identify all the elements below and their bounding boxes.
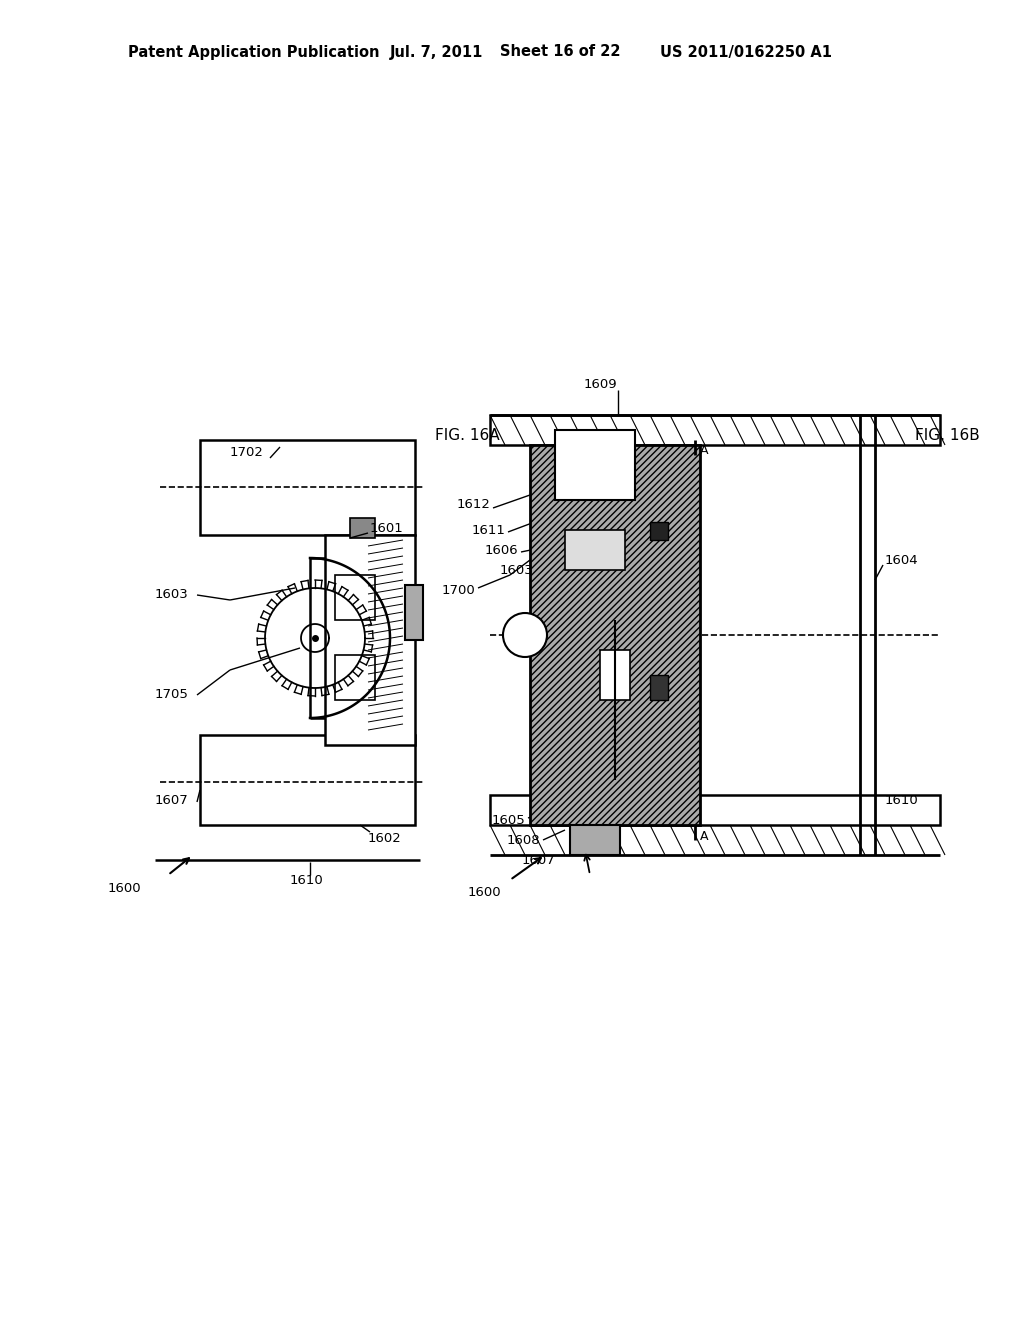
Text: 1603: 1603 bbox=[500, 564, 534, 577]
Text: 1702: 1702 bbox=[230, 446, 264, 458]
Text: 1603: 1603 bbox=[155, 589, 188, 602]
Bar bbox=[600, 649, 630, 700]
Text: 1705: 1705 bbox=[155, 689, 188, 701]
Bar bbox=[200, 440, 415, 535]
Bar bbox=[530, 445, 700, 825]
Text: 1604: 1604 bbox=[885, 553, 919, 566]
Bar bbox=[350, 517, 375, 539]
Text: 1610: 1610 bbox=[885, 793, 919, 807]
Text: 1600: 1600 bbox=[108, 882, 141, 895]
Bar bbox=[570, 825, 620, 855]
Text: 1607: 1607 bbox=[521, 854, 555, 866]
Text: Patent Application Publication: Patent Application Publication bbox=[128, 45, 380, 59]
Text: Sheet 16 of 22: Sheet 16 of 22 bbox=[500, 45, 621, 59]
Bar bbox=[325, 535, 415, 744]
Text: A: A bbox=[700, 829, 709, 842]
Bar bbox=[335, 576, 375, 620]
Text: 1606: 1606 bbox=[484, 544, 518, 557]
Bar bbox=[200, 735, 415, 825]
Text: 1600: 1600 bbox=[468, 887, 502, 899]
Bar bbox=[555, 430, 635, 500]
Text: FIG. 16B: FIG. 16B bbox=[915, 428, 980, 442]
Text: 1610: 1610 bbox=[290, 874, 324, 887]
Text: 1605: 1605 bbox=[492, 813, 525, 826]
Text: 1607: 1607 bbox=[155, 793, 188, 807]
Bar bbox=[335, 655, 375, 700]
Text: 1601: 1601 bbox=[370, 521, 403, 535]
Text: US 2011/0162250 A1: US 2011/0162250 A1 bbox=[660, 45, 831, 59]
Bar bbox=[406, 585, 423, 640]
Text: 1608: 1608 bbox=[507, 833, 540, 846]
Circle shape bbox=[503, 612, 547, 657]
Bar bbox=[650, 675, 668, 700]
Text: 1612: 1612 bbox=[456, 499, 490, 511]
Bar bbox=[406, 585, 423, 640]
Text: 1611: 1611 bbox=[471, 524, 505, 536]
Bar bbox=[650, 521, 668, 540]
Text: A: A bbox=[700, 444, 709, 457]
Bar bbox=[565, 531, 625, 570]
Text: Jul. 7, 2011: Jul. 7, 2011 bbox=[390, 45, 483, 59]
Text: 1609: 1609 bbox=[584, 379, 616, 392]
Text: FIG. 16A: FIG. 16A bbox=[435, 428, 500, 442]
Text: 1602: 1602 bbox=[368, 832, 401, 845]
Bar bbox=[490, 795, 940, 825]
Bar bbox=[490, 414, 940, 445]
Text: 1700: 1700 bbox=[441, 583, 475, 597]
